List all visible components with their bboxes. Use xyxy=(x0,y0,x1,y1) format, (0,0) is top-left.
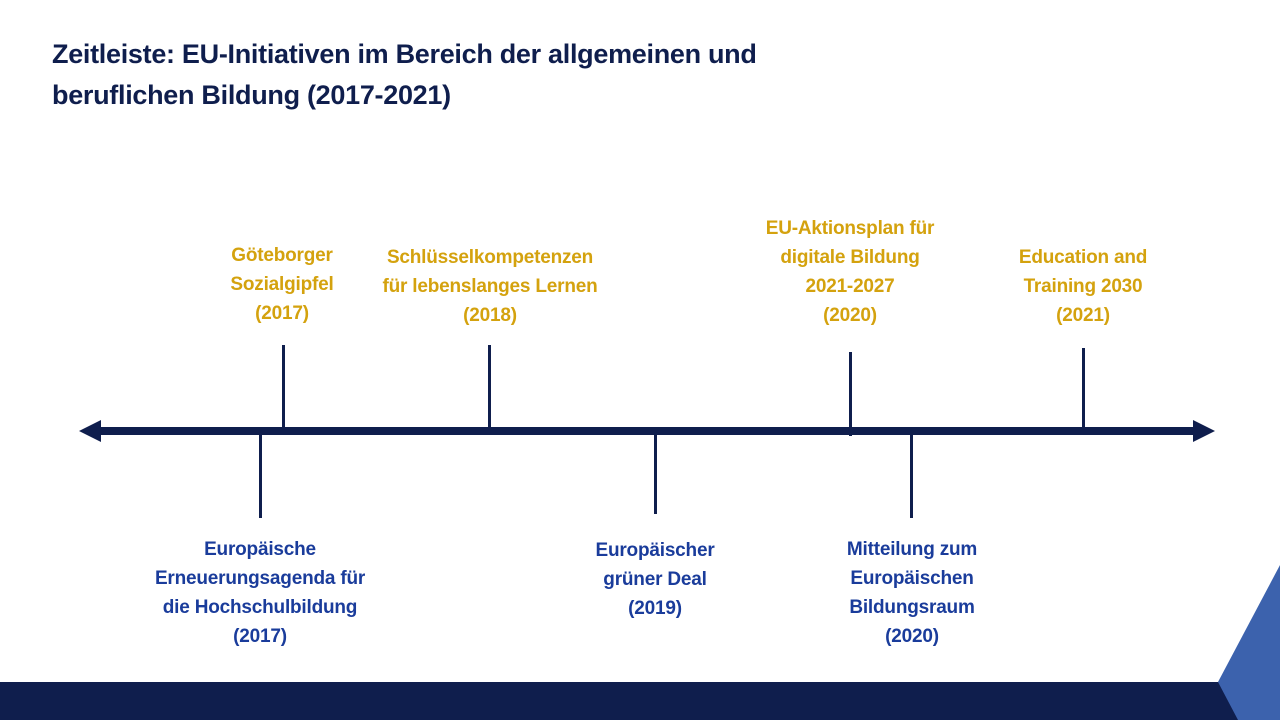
event-aktionsplan-digitale-bildung: EU-Aktionsplan für digitale Bildung 2021… xyxy=(765,218,935,326)
event-europaeischer-bildungsraum: Mitteilung zum Europäischen Bildungsraum… xyxy=(846,539,978,647)
event-education-training-2030: Education and Training 2030 (2021) xyxy=(1018,247,1148,326)
tick-above-2 xyxy=(488,345,491,429)
tick-below-3 xyxy=(910,434,913,518)
arrow-right-icon xyxy=(1193,420,1215,442)
tick-below-2 xyxy=(654,434,657,514)
event-gruener-deal: Europäischer grüner Deal (2019) xyxy=(595,540,715,619)
tick-above-4 xyxy=(1082,348,1085,430)
timeline-line xyxy=(98,427,1196,435)
event-schluesselkompetenzen: Schlüsselkompetenzen für lebenslanges Le… xyxy=(382,247,598,326)
event-erneuerungsagenda-hochschulbildung: Europäische Erneuerungsagenda für die Ho… xyxy=(154,539,366,647)
tick-below-1 xyxy=(259,434,262,518)
arrow-left-icon xyxy=(79,420,101,442)
tick-above-1 xyxy=(282,345,285,429)
tick-above-3 xyxy=(849,352,852,436)
page-title: Zeitleiste: EU-Initiativen im Bereich de… xyxy=(52,39,757,110)
footer-bar xyxy=(0,682,1280,720)
event-goeteborger-sozialgipfel: Göteborger Sozialgipfel (2017) xyxy=(230,245,334,324)
